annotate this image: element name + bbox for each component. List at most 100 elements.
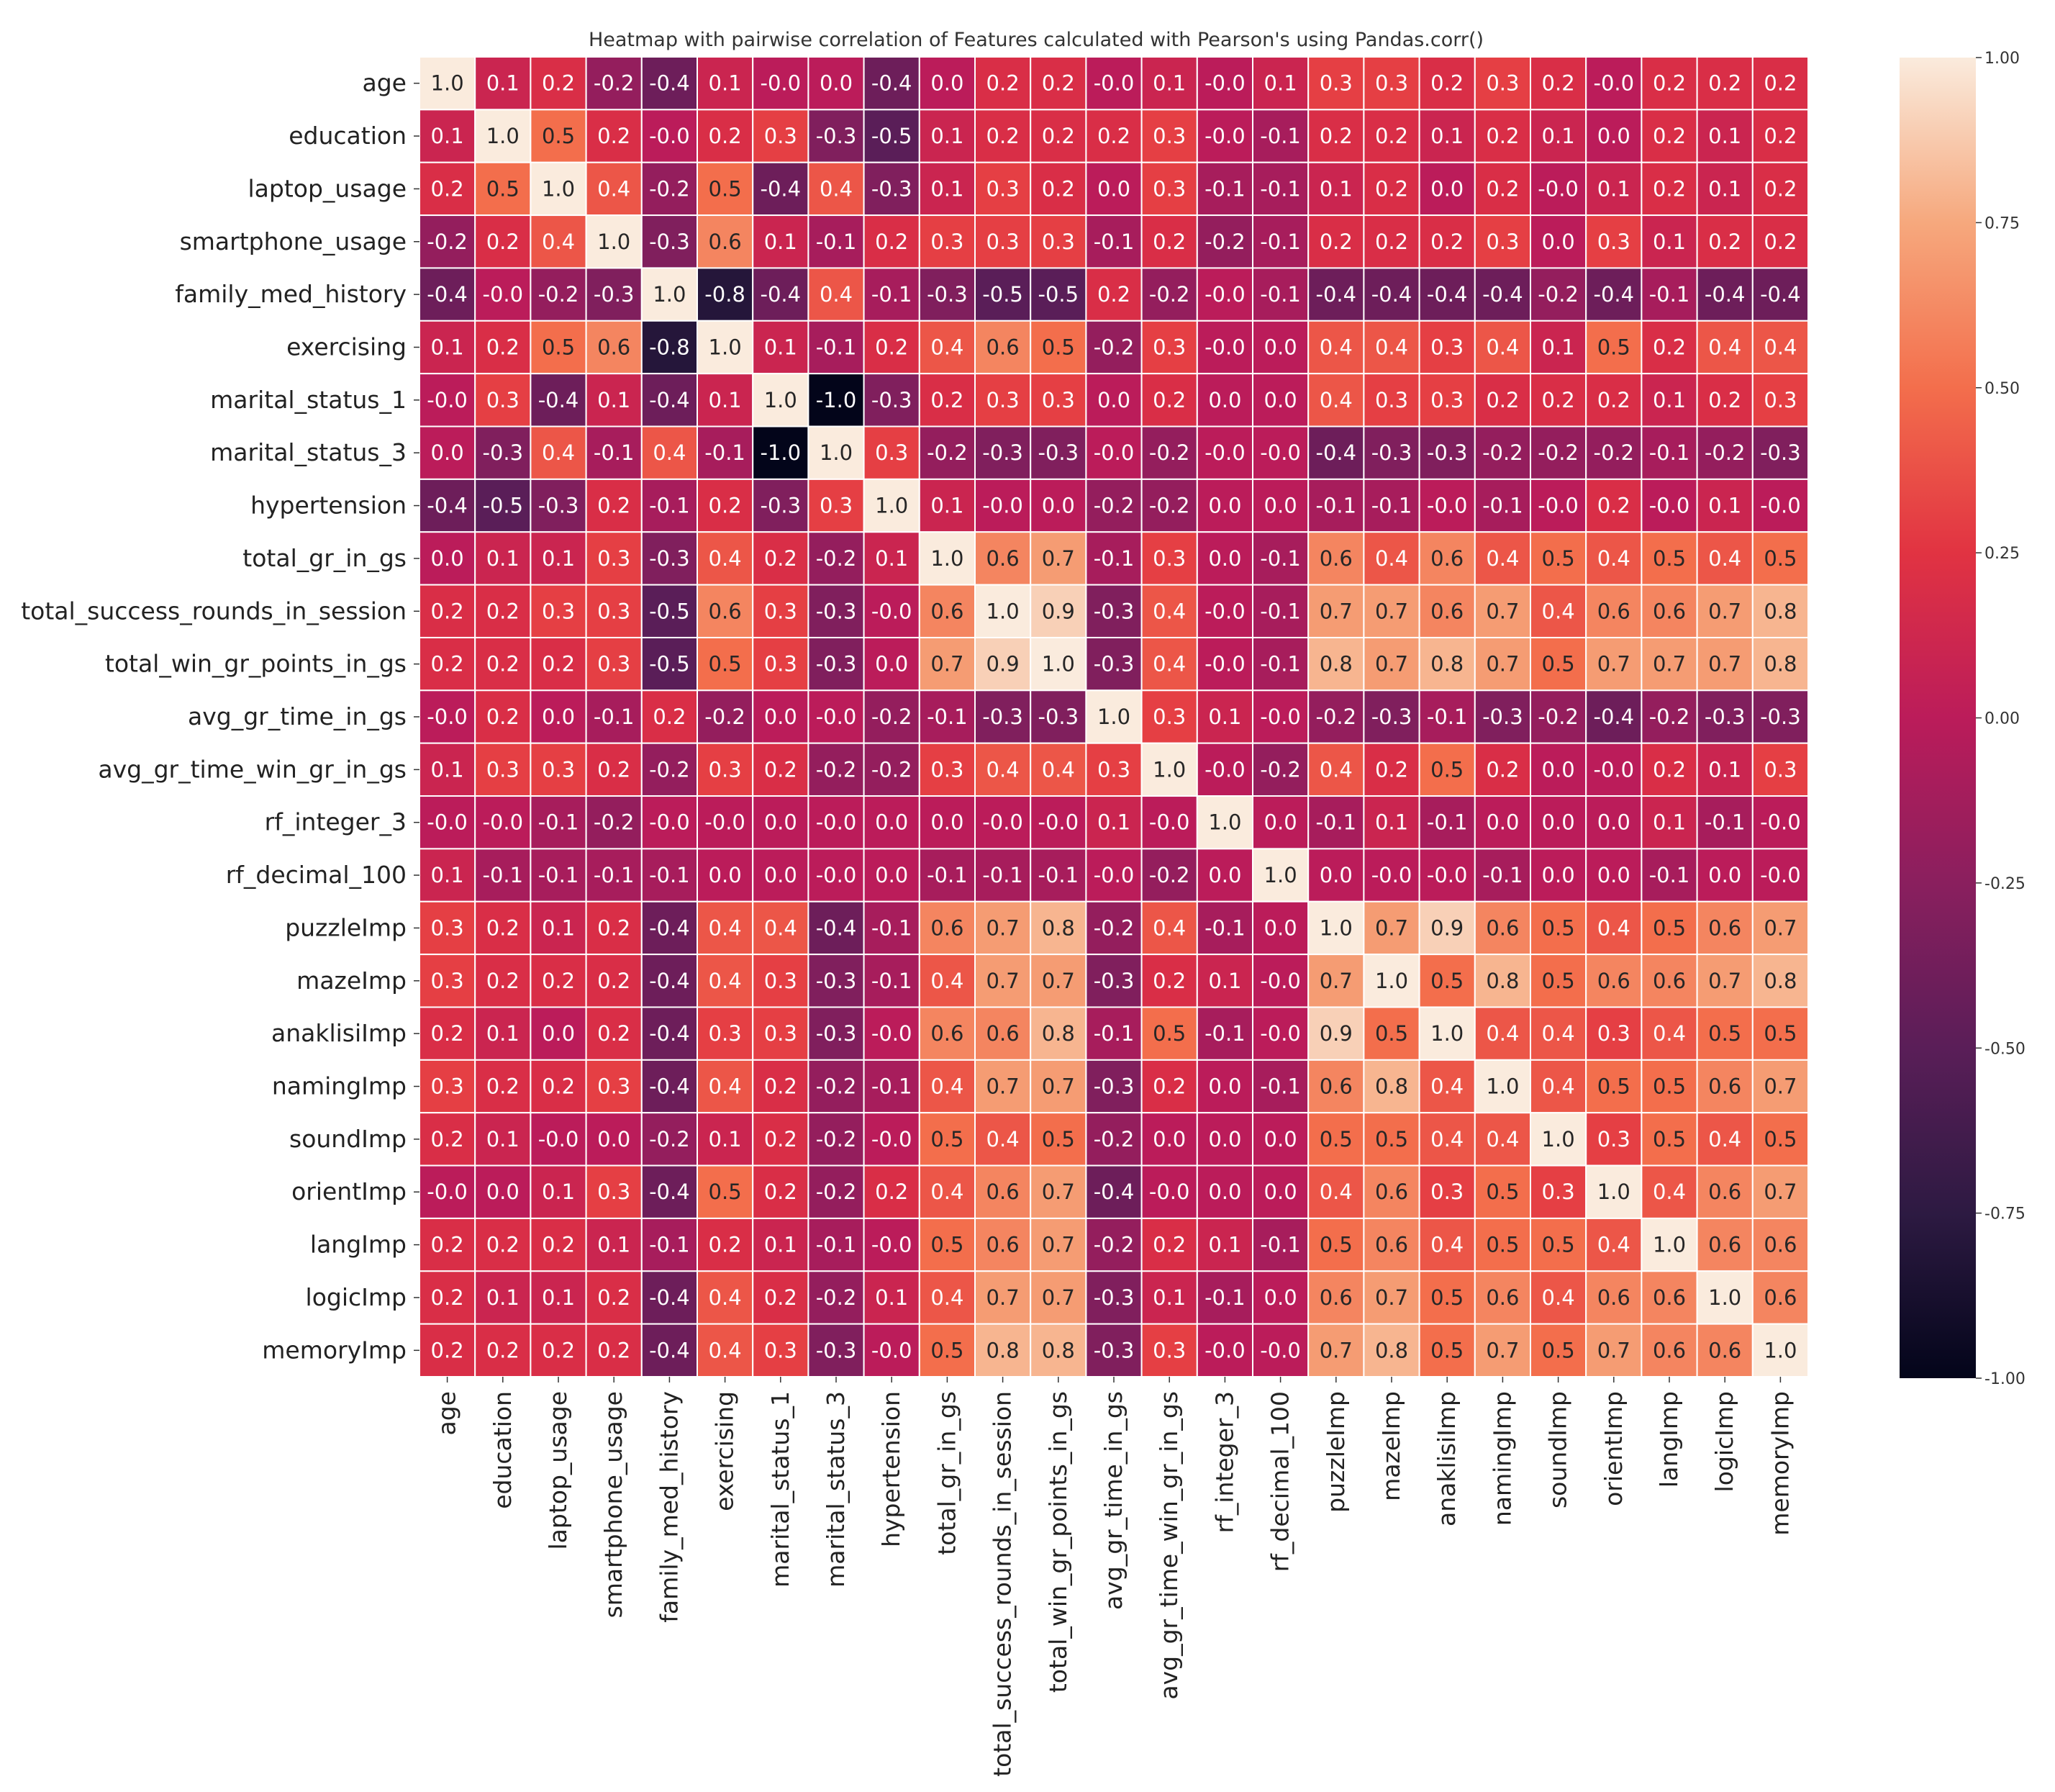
heatmap-cell (530, 531, 587, 586)
heatmap-cell (1418, 584, 1476, 638)
cell-value-label: -0.0 (982, 494, 1023, 518)
cell-value-label: -0.0 (1205, 1338, 1246, 1362)
cell-value-label: 0.6 (1597, 969, 1630, 993)
cell-value-label: 0.0 (542, 1021, 575, 1046)
heatmap-cell (1307, 1112, 1365, 1167)
heatmap-cell (1696, 1164, 1754, 1219)
heatmap-cell (752, 636, 809, 692)
heatmap-cell (1252, 1006, 1310, 1061)
heatmap-cell (697, 900, 754, 956)
heatmap-cell (1530, 1112, 1587, 1167)
cell-value-label: 0.5 (709, 176, 742, 201)
cell-value-label: 0.6 (1597, 599, 1630, 623)
cell-value-label: 0.2 (1653, 176, 1686, 201)
cell-value-label: -0.0 (427, 1180, 468, 1204)
cell-value-label: 0.0 (1264, 1285, 1297, 1310)
cell-value-label: 0.2 (597, 757, 630, 782)
heatmap-cell (1585, 425, 1643, 480)
cell-value-label: -0.2 (1149, 863, 1190, 887)
cell-value-label: -0.1 (1482, 863, 1523, 887)
heatmap-cell (1585, 320, 1643, 375)
heatmap-cell (807, 267, 865, 322)
heatmap-cell (1474, 1323, 1532, 1378)
heatmap-cell (1196, 267, 1254, 322)
heatmap-cell (863, 584, 920, 638)
row-labels: age education laptop_usage smartphone_usage… (21, 69, 419, 1364)
heatmap-cell (1585, 1323, 1643, 1378)
cell-value-label: -0.4 (427, 282, 468, 307)
cell-value-label: 0.6 (1708, 1180, 1741, 1204)
cell-value-label: -0.0 (649, 810, 690, 835)
colorbar: 1.00 0.75 0.50 0.25 0.00 -0.25 -0.50 -0.75 -1.00 (1900, 50, 2025, 1388)
cell-value-label: 0.1 (542, 546, 575, 571)
cell-value-label: 0.5 (1708, 1021, 1741, 1046)
cell-value-label: 0.4 (542, 230, 575, 254)
cell-value-label: 0.2 (597, 1285, 630, 1310)
cell-value-label: 0.2 (1375, 230, 1408, 254)
colorbar-gradient (1900, 58, 1976, 1378)
cell-value-label: 0.0 (1264, 915, 1297, 940)
heatmap-cell (1474, 954, 1532, 1008)
heatmap-cell (1474, 214, 1532, 269)
cell-value-label: 0.6 (709, 230, 742, 254)
heatmap-cell (918, 1217, 976, 1272)
cell-value-label: -0.0 (1260, 969, 1301, 993)
heatmap-cell (1085, 1006, 1143, 1061)
cell-value-label: 0.2 (1708, 230, 1741, 254)
heatmap-cell (1085, 425, 1143, 480)
cell-value-label: -0.2 (1094, 494, 1135, 518)
cell-value-label: -0.2 (1205, 230, 1246, 254)
cell-value-label: -0.2 (927, 440, 968, 465)
cell-value-label: 0.2 (1653, 757, 1686, 782)
cell-value-label: 0.4 (709, 969, 742, 993)
cell-value-label: 0.1 (1430, 124, 1464, 148)
cell-value-label: -0.2 (1316, 705, 1357, 729)
heatmap-cell (752, 373, 809, 427)
heatmap-cell (918, 1112, 976, 1167)
heatmap-cell (1085, 1164, 1143, 1219)
column-tick-label: anaklisiImp (1433, 1391, 1461, 1526)
cell-value-label: -1.0 (816, 388, 857, 412)
cell-value-label: -0.1 (538, 810, 579, 835)
cell-value-label: -0.3 (816, 1021, 857, 1046)
cell-value-label: 0.3 (597, 1074, 630, 1099)
colorbar-tick-label: 0.75 (1984, 214, 2020, 232)
heatmap-cell (640, 1059, 698, 1114)
heatmap-cell (1252, 584, 1310, 638)
heatmap-cell (1252, 214, 1310, 269)
cell-value-label: 0.5 (1653, 915, 1686, 940)
cell-value-label: -0.2 (1094, 335, 1135, 359)
column-tick-label: age (433, 1391, 461, 1435)
cell-value-label: -0.0 (1205, 440, 1246, 465)
cell-value-label: 0.0 (1486, 810, 1519, 835)
cell-value-label: 0.0 (431, 440, 464, 465)
heatmap-cell (1641, 161, 1698, 217)
cell-value-label: -0.4 (649, 1285, 690, 1310)
cell-value-label: 0.4 (1542, 1285, 1575, 1310)
cell-value-label: 0.6 (1708, 1074, 1741, 1099)
cell-value-label: -0.4 (1316, 282, 1357, 307)
cell-value-label: 0.0 (1208, 1127, 1241, 1151)
cell-value-label: 0.7 (1653, 652, 1686, 676)
heatmap-cell (640, 531, 698, 586)
heatmap-cell (1474, 900, 1532, 956)
heatmap-cell (1363, 1006, 1420, 1061)
cell-value-label: -0.1 (1260, 546, 1301, 571)
cell-value-label: 0.2 (431, 1338, 464, 1362)
cell-value-label: -0.1 (1427, 810, 1468, 835)
cell-value-label: 0.2 (486, 1074, 520, 1099)
heatmap-cell (474, 320, 532, 375)
heatmap-cell (585, 320, 643, 375)
row-tick-label: family_med_history (175, 280, 407, 308)
column-labels: age education laptop_usage smartphone_usage… (433, 1377, 1794, 1777)
cell-value-label: 0.0 (875, 863, 908, 887)
heatmap-cell (640, 267, 698, 322)
heatmap-cell (1363, 689, 1420, 744)
heatmap-cell (419, 214, 476, 269)
cell-value-label: 0.7 (986, 1074, 1020, 1099)
heatmap-cell (1418, 267, 1476, 322)
cell-value-label: -0.5 (483, 494, 524, 518)
cell-value-label: -0.0 (427, 705, 468, 729)
cell-value-label: 0.7 (1764, 915, 1797, 940)
cell-value-label: 0.6 (930, 1021, 963, 1046)
